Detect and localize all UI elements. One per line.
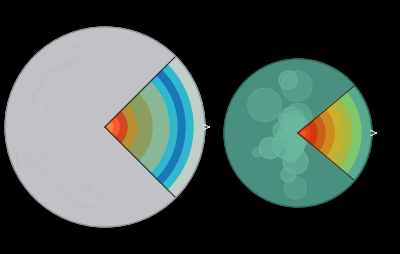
Wedge shape [105, 121, 113, 133]
Wedge shape [298, 87, 370, 179]
Circle shape [281, 71, 312, 101]
Circle shape [281, 167, 296, 182]
Circle shape [5, 27, 205, 227]
Circle shape [287, 138, 304, 155]
Wedge shape [105, 70, 185, 184]
Circle shape [259, 137, 280, 159]
Circle shape [252, 148, 262, 157]
Circle shape [273, 129, 304, 160]
Circle shape [285, 148, 299, 162]
Circle shape [284, 177, 306, 199]
Circle shape [283, 149, 308, 174]
Wedge shape [298, 98, 352, 168]
Wedge shape [298, 129, 305, 137]
Circle shape [284, 103, 312, 131]
Circle shape [224, 59, 372, 207]
Circle shape [280, 107, 304, 132]
Wedge shape [298, 92, 361, 173]
Circle shape [285, 116, 310, 142]
Wedge shape [105, 104, 137, 150]
Circle shape [278, 118, 309, 150]
Wedge shape [105, 117, 119, 137]
Circle shape [248, 88, 282, 122]
Circle shape [273, 122, 292, 140]
Circle shape [282, 123, 309, 150]
Wedge shape [105, 76, 177, 178]
Circle shape [279, 71, 297, 89]
Wedge shape [105, 112, 127, 142]
Wedge shape [298, 104, 343, 162]
Circle shape [278, 114, 286, 122]
Wedge shape [105, 94, 152, 160]
Circle shape [282, 111, 304, 133]
Wedge shape [105, 82, 169, 172]
Wedge shape [105, 65, 193, 189]
Wedge shape [298, 116, 325, 150]
Circle shape [288, 120, 303, 135]
Wedge shape [105, 58, 203, 196]
Wedge shape [298, 110, 334, 156]
Wedge shape [298, 121, 317, 145]
Wedge shape [298, 125, 310, 141]
